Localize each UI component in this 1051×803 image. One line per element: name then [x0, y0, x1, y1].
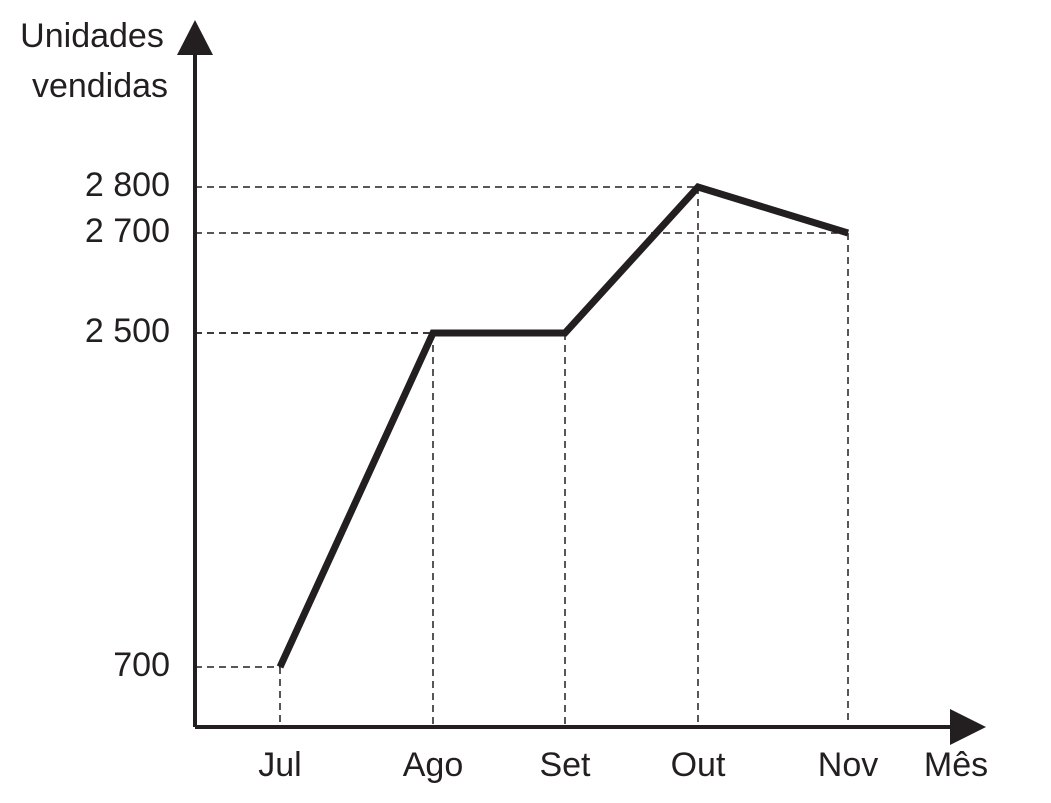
x-tick-label: Out [671, 746, 726, 784]
x-axis-label: Mês [924, 746, 988, 784]
y-tick-label: 2 700 [85, 212, 170, 250]
x-tick-label: Nov [818, 746, 878, 784]
y-axis-label: vendidas [32, 67, 168, 105]
y-tick-label: 700 [113, 646, 170, 684]
y-axis-arrow [177, 20, 213, 55]
y-tick-label: 2 500 [85, 312, 170, 350]
line [276, 183, 850, 669]
x-tick-label: Set [539, 746, 591, 784]
y-tick-label: 2 800 [85, 166, 170, 204]
x-tick-label: Jul [258, 746, 301, 784]
y-axis-label: Unidades [20, 17, 164, 55]
x-tick-label: Ago [403, 746, 464, 784]
x-axis-arrow [950, 709, 986, 745]
